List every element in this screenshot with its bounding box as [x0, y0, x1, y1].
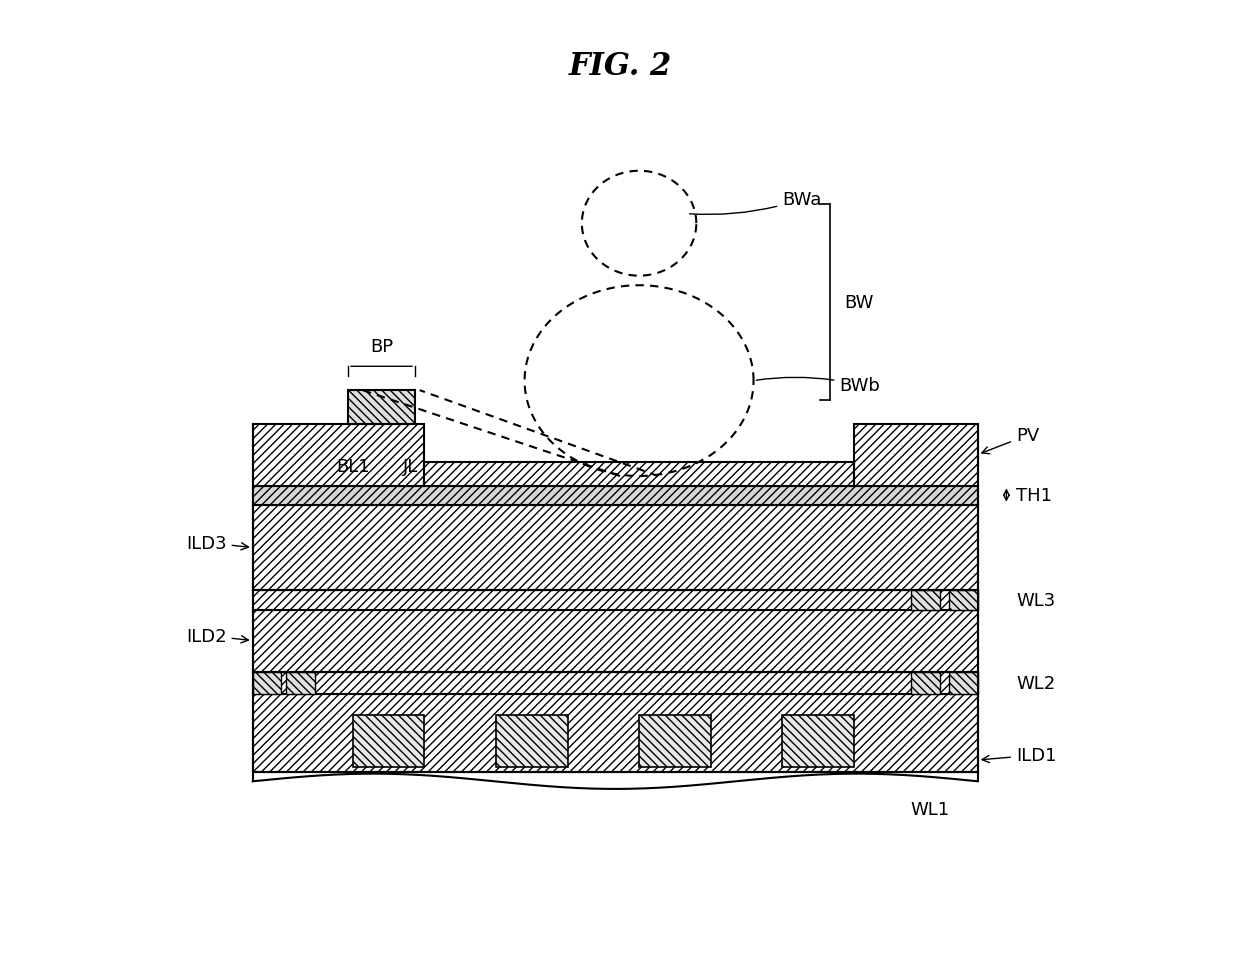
Bar — [253, 672, 978, 694]
Text: JL: JL — [403, 457, 418, 476]
Bar — [853, 424, 978, 486]
Bar — [353, 715, 424, 767]
Bar — [253, 486, 978, 505]
Text: ILD2: ILD2 — [186, 627, 248, 645]
Text: WL2: WL2 — [1016, 674, 1055, 692]
Bar — [911, 591, 940, 610]
Bar — [424, 462, 853, 486]
Text: WL3: WL3 — [1016, 592, 1055, 609]
Text: BW: BW — [844, 294, 873, 312]
Bar — [253, 424, 424, 486]
Bar — [911, 672, 940, 694]
Text: TH1: TH1 — [1016, 487, 1052, 504]
Bar — [253, 505, 978, 591]
Bar — [253, 610, 978, 672]
Bar — [348, 391, 415, 424]
Bar — [253, 672, 281, 694]
Text: ILD1: ILD1 — [982, 746, 1056, 764]
Text: FIG. 2: FIG. 2 — [568, 51, 672, 82]
Bar — [496, 715, 568, 767]
Text: ILD3: ILD3 — [186, 534, 248, 552]
Text: WL1: WL1 — [910, 801, 950, 819]
Bar — [639, 715, 711, 767]
Bar — [949, 591, 978, 610]
Text: BP: BP — [370, 337, 393, 355]
Bar — [949, 672, 978, 694]
Text: PV: PV — [982, 427, 1039, 455]
Text: BWa: BWa — [689, 191, 822, 215]
Text: BWb: BWb — [756, 376, 880, 395]
Bar — [286, 672, 315, 694]
Text: BL1: BL1 — [336, 457, 370, 476]
Bar — [782, 715, 853, 767]
Bar — [253, 591, 978, 610]
Bar — [253, 694, 978, 772]
